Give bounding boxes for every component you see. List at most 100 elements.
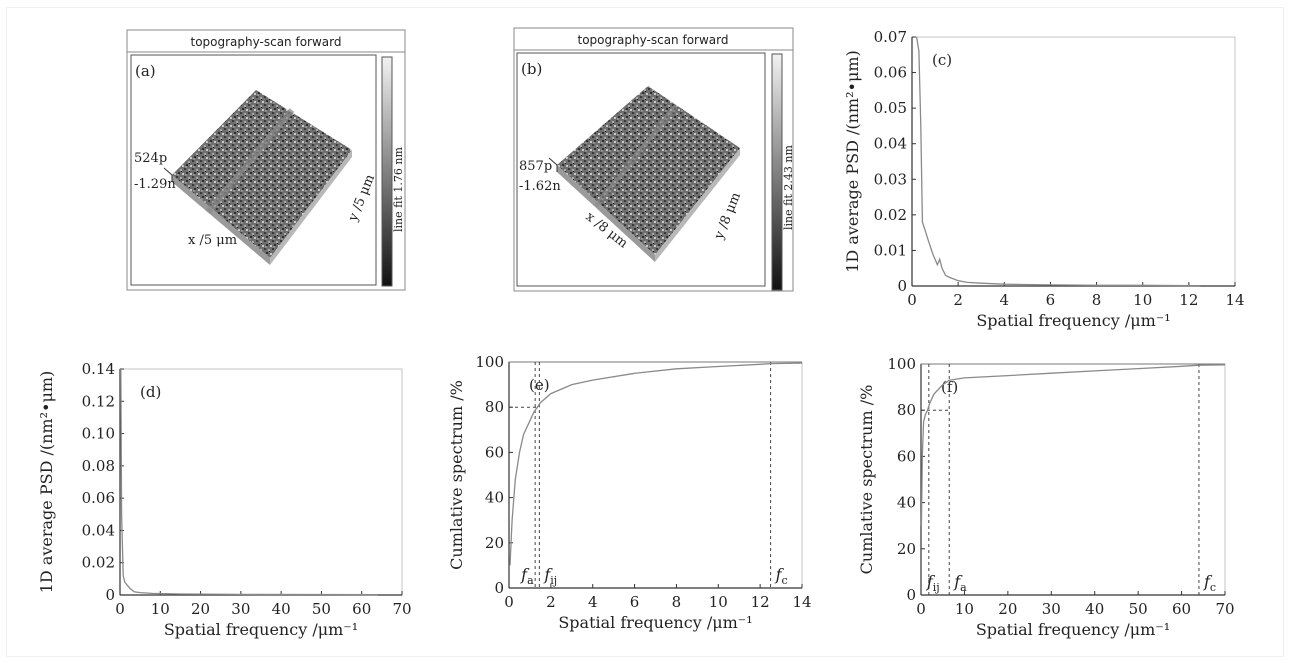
x-tick-label: 20 [998,600,1017,618]
y-tick-label: 80 [897,401,916,419]
afm-panel-a: topography-scan forward (a) 524p -1.29n … [126,29,406,291]
y-tick-label: 60 [485,443,504,461]
x-tick-label: 4 [588,593,598,611]
marker-symbol: f [1203,572,1213,591]
x-tick-label: 12 [751,593,770,611]
x-tick-label: 14 [1225,291,1244,309]
afm-a-side-front [172,175,270,265]
line-charts: 0 2 4 6 8 10 12 14 0 0.01 0.02 0.03 0.04 0.05 0.06 0.07… [37,28,1245,639]
y-tick-label: 0.07 [874,28,907,46]
x-tick-label: 12 [1179,291,1198,309]
y-tick-label: 0 [105,586,115,604]
afm-b-z-min: -1.62n [519,179,561,194]
y-tick-label: 0.05 [874,99,907,117]
afm-panel-b: topography-scan forward (b) 857p -1.62n … [513,27,795,292]
chart-d-frame [119,368,403,596]
afm-a-z-max: 524p [134,151,167,166]
marker-symbol: f [775,565,785,584]
y-tick-label: 60 [897,447,916,465]
x-tick-label: 10 [1133,291,1152,309]
marker-label-fij: fij [926,572,940,594]
y-tick-label: 0 [494,579,504,597]
chart-d: 0 10 20 30 40 50 60 70 0 0.02 0.04 0.06 0.08 0.10 0.12… [37,360,412,639]
panel-label-a: (a) [135,62,156,80]
y-tick-label: 0.10 [82,425,115,443]
y-tick-label: 20 [485,534,504,552]
afm-a-plot-frame [130,54,377,286]
x-tick-label: 6 [1046,291,1056,309]
afm-a-ridge [205,108,295,214]
x-tick-label: 30 [231,600,250,618]
marker-subscript: c [782,574,788,587]
marker-subscript: c [1210,581,1216,594]
x-tick-label: 20 [191,600,210,618]
x-tick-label: 0 [907,291,917,309]
marker-subscript: ij [550,574,557,587]
x-tick-label: 4 [1000,291,1010,309]
marker-label-fc: fc [1203,572,1216,594]
chart-f-series-line [920,364,1226,526]
afm-a-title: topography-scan forward [191,35,342,49]
afm-b-ridge [594,104,678,208]
afm-a-x-label: x /5 μm [188,233,237,248]
x-tick-label: 6 [630,593,640,611]
x-tick-label: 50 [1129,600,1148,618]
y-tick-label: 0.03 [874,170,907,188]
chart-f-frame [920,363,1226,596]
y-tick-label: 100 [887,355,916,373]
x-tick-label: 2 [546,593,556,611]
marker-label-fa: fa [953,572,967,594]
y-tick-label: 20 [897,540,916,558]
chart-f: 0 10 20 30 40 50 60 70 0 20 40 60 80 100 Spatial frequ… [857,355,1235,639]
marker-symbol: f [543,565,553,584]
afm-a-z-min: -1.29n [134,177,176,192]
chart-f-x-label: Spatial frequency /μm⁻¹ [976,620,1170,639]
x-tick-label: 10 [151,600,170,618]
y-tick-label: 0 [897,277,907,295]
marker-symbol: f [520,565,530,584]
y-tick-label: 0.12 [82,392,115,410]
chart-c-series-line [915,36,1201,287]
y-tick-label: 0.06 [82,489,115,507]
panel-label-e: (e) [529,376,550,394]
y-tick-label: 0.01 [874,241,907,259]
afm-b-surface [557,86,740,255]
x-tick-label: 70 [1215,600,1234,618]
marker-subscript: a [527,574,534,587]
afm-b-z-max: 857p [519,159,552,174]
chart-d-series-line [120,368,378,596]
x-tick-label: 2 [953,291,963,309]
x-tick-label: 30 [1042,600,1061,618]
x-tick-label: 0 [115,600,125,618]
afm-b-title: topography-scan forward [578,33,729,47]
chart-e-frame [508,361,803,589]
y-tick-label: 0.04 [82,521,115,539]
marker-symbol: f [953,572,963,591]
marker-label-fij: fij [543,565,557,587]
y-tick-label: 0 [906,586,916,604]
afm-a-colorbar [381,56,393,287]
chart-c-y-label: 1D average PSD /(nm²•μm) [843,50,862,273]
y-tick-label: 100 [475,353,504,371]
y-tick-label: 40 [485,489,504,507]
afm-b-z-axis [548,157,558,172]
x-tick-label: 10 [709,593,728,611]
y-tick-label: 0.14 [82,360,115,378]
x-tick-label: 60 [1172,600,1191,618]
chart-e-x-label: Spatial frequency /μm⁻¹ [558,613,752,632]
chart-e: 0 2 4 6 8 10 12 14 0 20 40 60 80 100 Spatial frequency… [447,353,812,632]
chart-f-y-label: Cumlative spectrum /% [857,385,876,575]
chart-e-y-label: Cumlative spectrum /% [447,380,466,570]
marker-subscript: a [960,581,967,594]
y-tick-label: 0.02 [874,206,907,224]
marker-subscript: ij [933,581,940,594]
afm-a-colorbar-label: line fit 1.76 nm [392,147,405,232]
afm-a-surface [172,90,352,258]
afm-b-side-right [655,148,740,262]
y-tick-label: 0.02 [82,554,115,572]
x-tick-label: 14 [792,593,811,611]
x-tick-label: 40 [272,600,291,618]
x-tick-label: 40 [1085,600,1104,618]
panel-label-b: (b) [521,60,542,78]
